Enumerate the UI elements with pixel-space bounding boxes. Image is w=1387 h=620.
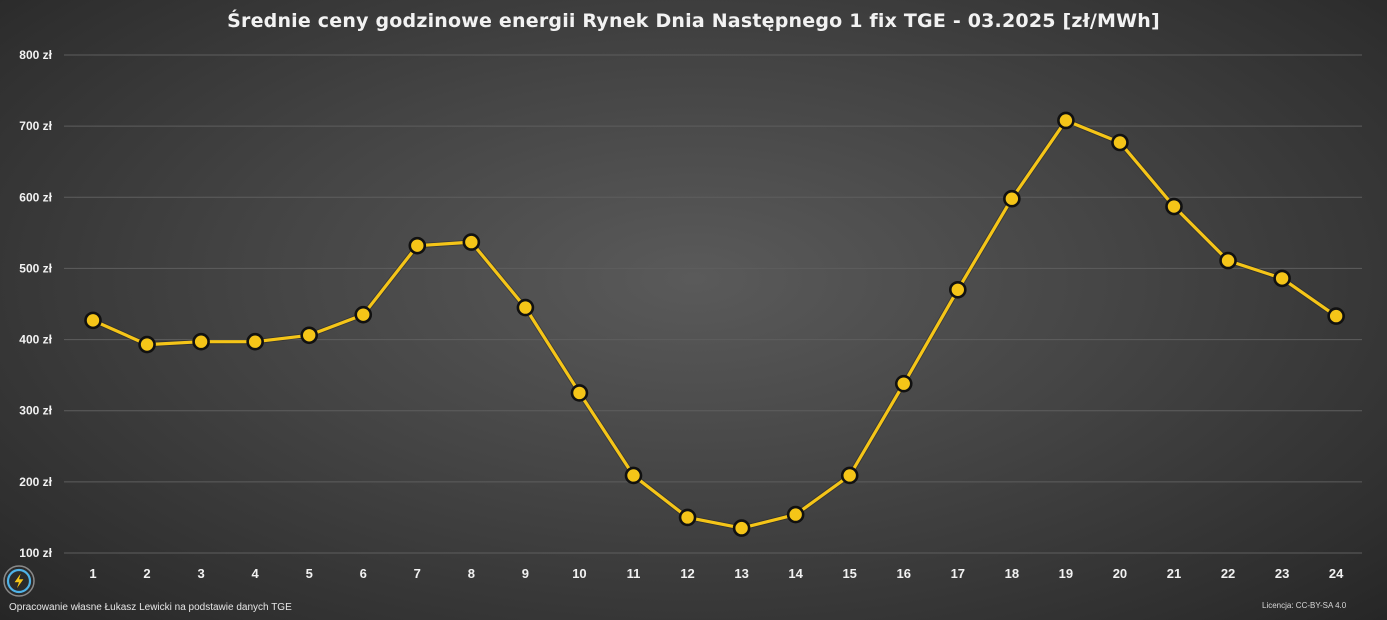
data-point xyxy=(1327,307,1345,325)
data-point xyxy=(192,332,210,351)
x-tick-label: 22 xyxy=(1221,566,1235,581)
y-tick-label: 300 zł xyxy=(19,404,52,418)
data-point xyxy=(138,335,156,354)
data-point xyxy=(1057,111,1075,130)
data-point xyxy=(1219,251,1237,270)
x-tick-label: 6 xyxy=(360,566,367,581)
y-tick-label: 100 zł xyxy=(19,546,52,560)
lightning-bolt-icon xyxy=(3,565,35,597)
data-point xyxy=(840,466,859,485)
x-tick-label: 21 xyxy=(1167,566,1181,581)
price-series xyxy=(90,118,1339,531)
x-axis-tick-labels: 1 2 3 4 5 6 7 8 9 10 11 12 13 14 15 16 17 18 19 20 21 22 23 24 xyxy=(89,566,1344,581)
y-tick-label: 200 zł xyxy=(19,475,52,489)
x-tick-label: 24 xyxy=(1329,566,1344,581)
data-point xyxy=(1273,269,1291,288)
y-tick-label: 400 zł xyxy=(19,333,52,347)
data-point xyxy=(624,466,643,485)
data-point xyxy=(354,305,373,324)
data-point xyxy=(1111,133,1129,152)
x-tick-label: 3 xyxy=(197,566,204,581)
x-tick-label: 18 xyxy=(1005,566,1019,581)
x-tick-label: 14 xyxy=(788,566,803,581)
x-tick-label: 15 xyxy=(842,566,856,581)
x-tick-label: 16 xyxy=(897,566,911,581)
chart-title: Średnie ceny godzinowe energii Rynek Dni… xyxy=(227,10,1160,32)
x-tick-label: 1 xyxy=(89,566,96,581)
data-point xyxy=(678,508,697,527)
data-point xyxy=(1003,189,1021,208)
y-tick-label: 700 zł xyxy=(19,119,52,133)
y-tick-label: 800 zł xyxy=(19,48,52,62)
y-tick-label: 600 zł xyxy=(19,190,52,204)
gridlines xyxy=(64,54,1362,554)
data-point xyxy=(516,298,535,317)
data-point xyxy=(462,233,481,251)
y-tick-label: 500 zł xyxy=(19,261,52,275)
license-note: Licencja: CC-BY-SA 4.0 xyxy=(1262,601,1347,610)
data-point xyxy=(300,326,319,345)
data-point xyxy=(948,280,967,299)
x-tick-label: 12 xyxy=(680,566,694,581)
x-tick-label: 4 xyxy=(252,566,260,581)
x-tick-label: 19 xyxy=(1059,566,1073,581)
x-tick-label: 20 xyxy=(1113,566,1127,581)
x-tick-label: 13 xyxy=(734,566,748,581)
data-point xyxy=(732,519,751,537)
data-point xyxy=(84,311,102,330)
x-tick-label: 23 xyxy=(1275,566,1289,581)
data-point xyxy=(1165,197,1183,216)
series-line xyxy=(91,118,1338,530)
data-point xyxy=(894,374,913,393)
source-credit: Opracowanie własne Łukasz Lewicki na pod… xyxy=(9,602,292,613)
x-tick-label: 9 xyxy=(522,566,529,581)
data-point xyxy=(408,236,427,255)
x-tick-label: 2 xyxy=(143,566,150,581)
data-point xyxy=(570,384,589,402)
x-tick-label: 17 xyxy=(951,566,965,581)
data-point xyxy=(786,505,805,524)
x-tick-label: 5 xyxy=(306,566,313,581)
x-tick-label: 7 xyxy=(414,566,421,581)
x-tick-label: 10 xyxy=(572,566,586,581)
price-markers xyxy=(84,111,1345,537)
y-axis-tick-labels: 100 zł 200 zł 300 zł 400 zł 500 zł 600 zł 700 … xyxy=(19,48,52,560)
data-point xyxy=(246,332,264,351)
series-line-shadow xyxy=(90,118,1339,531)
x-tick-label: 8 xyxy=(468,566,475,581)
x-tick-label: 11 xyxy=(627,566,641,581)
